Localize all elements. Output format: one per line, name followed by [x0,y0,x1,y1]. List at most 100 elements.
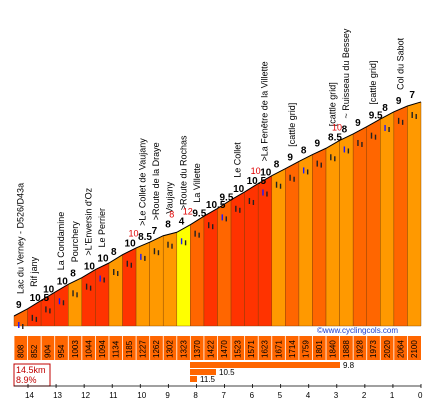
steep-section-label: 8 [169,210,174,220]
location-label: [cattle grid] [287,103,297,147]
elevation-label: 1888 [342,340,351,358]
steepness-tick [370,132,373,139]
location-label: Col du Sabot [395,37,405,90]
max-gradient-bar [190,376,197,382]
steepness-tick [361,141,363,147]
elevation-label: 2020 [383,340,392,358]
steepness-tick [45,306,47,313]
profile-segment [135,241,150,327]
profile-segment [393,105,408,327]
km-label: 3 [334,391,339,400]
steepness-tick [388,127,390,133]
elevation-label: 1571 [247,340,256,358]
gradient-label: 10 [57,276,69,287]
km-label: 10 [137,391,146,400]
profile-segment [68,277,83,327]
elevation-label: 1840 [329,340,338,358]
elevation-label: 1422 [206,340,215,358]
steepness-tick [194,230,196,237]
max-gradient-bar [190,362,340,368]
steepness-ticks [18,112,417,329]
gradient-label: 9.5 [369,111,383,122]
profile-segment [230,191,245,327]
elevation-label: 1094 [98,340,107,358]
steepness-tick [144,255,146,261]
steepness-tick [252,199,255,205]
steepness-tick [275,181,278,188]
elevation-label: 1523 [234,340,243,358]
gradient-label: 10.5 [247,176,267,187]
profile-segment [95,262,110,327]
gradient-label: 9 [396,96,402,107]
location-label: >La Fenêtre de la Villette [260,61,270,161]
location-label: Lac du Verney - D526/D43a [15,183,25,294]
steepness-tick [262,189,264,196]
elevation-label: 1044 [84,340,93,358]
steepness-tick [208,222,210,229]
steepness-tick [18,322,20,328]
gradient-label: 10 [43,284,55,295]
elevation-label: 808 [16,344,25,358]
location-label: ~ Ruisseau du Bessey [341,28,351,118]
site-credit: ©www.cyclingcols.com [317,326,398,335]
steepness-tick [221,214,223,221]
elevation-label: 1470 [220,340,229,358]
max-gradient-bars: 9.8 10.511.5 [190,361,355,384]
summary-distance: 14.5km [16,365,46,375]
location-labels: Lac du Verney - D526/D43a Rif jany La Cond… [15,28,405,294]
profile-segment [258,175,272,327]
profile-segment [366,118,381,327]
steepness-tick [157,250,160,256]
km-label: 2 [362,391,367,400]
gradient-label: 10 [260,168,272,179]
gradient-label: 9 [314,139,320,150]
steepness-tick [334,156,336,162]
steepness-tick [306,169,309,175]
profile-segment [285,161,300,327]
location-label: La Condamine [56,212,66,271]
profile-segment [190,215,205,327]
gradient-label: 7 [409,90,415,101]
elevation-label: 1623 [261,340,270,358]
steepness-tick [184,240,187,246]
profile-segment [380,111,395,327]
steepness-tick [89,285,92,291]
steepness-tick [126,260,129,267]
km-axis: 14 13 12 11 10 9 8 7 6 5 4 3 2 1 0 [14,384,423,400]
km-label: 13 [53,391,62,400]
steepness-tick [289,174,291,181]
km-label: 11 [109,391,118,400]
steepness-tick [85,283,88,290]
profile-segment [81,269,96,327]
steepness-tick [103,277,105,283]
location-label: >Route de la Draye [151,142,161,220]
max-gradient-value: 9.8 [343,361,355,370]
profile-segments [13,101,422,327]
gradient-label: 4 [179,216,185,227]
gradient-label: 10 [125,239,137,250]
elevation-label: 1370 [193,340,202,358]
steep-section-label: 10 [332,122,342,132]
km-label: 5 [278,391,283,400]
km-label: 9 [165,391,170,400]
steepness-tick [415,114,417,119]
steepness-tick [140,253,142,260]
steepness-tick [293,176,295,182]
gradient-label: 7 [152,226,158,237]
gradient-label: 10.5 [206,200,226,211]
gradient-label: 8 [111,247,117,258]
steepness-tick [130,262,133,268]
steepness-tick [357,139,359,146]
steep-section-label: 10 [129,229,139,239]
profile-segment [325,140,340,327]
steepness-tick [343,146,346,153]
elevation-label: 852 [30,344,39,358]
steepness-tick [167,241,169,248]
profile-segment [108,254,123,327]
elevation-label: 904 [44,344,53,358]
location-label: Le Perrier [97,208,107,248]
gradient-label: 9 [287,153,293,164]
gradient-label: 8 [342,124,348,135]
gradient-label: 10.5 [30,293,50,304]
